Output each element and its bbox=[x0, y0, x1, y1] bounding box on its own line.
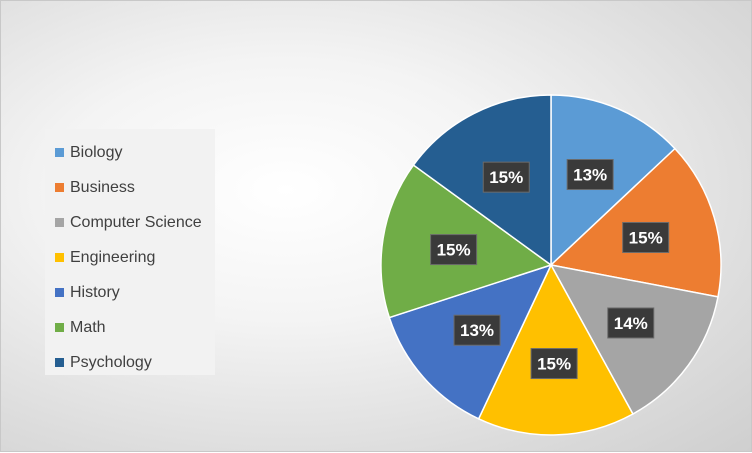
pie-data-label: 15% bbox=[430, 234, 478, 266]
pie-data-label-bg bbox=[453, 314, 501, 346]
legend-label: Business bbox=[70, 178, 135, 196]
legend-swatch bbox=[55, 253, 64, 262]
pie-data-label-text: 13% bbox=[460, 321, 494, 340]
pie-data-label: 15% bbox=[622, 221, 670, 253]
legend-item: Psychology bbox=[45, 345, 215, 380]
pie-data-label-text: 14% bbox=[614, 314, 648, 333]
legend-item: Business bbox=[45, 170, 215, 205]
legend-item: Biology bbox=[45, 135, 215, 170]
pie-data-label: 13% bbox=[566, 159, 614, 191]
legend: Biology Business Computer Science Engineeri… bbox=[45, 129, 215, 375]
legend-swatch bbox=[55, 148, 64, 157]
legend-swatch bbox=[55, 183, 64, 192]
pie-data-label-text: 15% bbox=[537, 355, 571, 374]
pie-data-label-text: 13% bbox=[573, 166, 607, 185]
pie-data-label-bg bbox=[530, 348, 578, 380]
pie-data-label: 13% bbox=[453, 314, 501, 346]
legend-swatch bbox=[55, 323, 64, 332]
legend-label: Engineering bbox=[70, 248, 156, 266]
pie-data-label-text: 15% bbox=[437, 241, 471, 260]
legend-swatch bbox=[55, 358, 64, 367]
pie-data-label-bg bbox=[607, 307, 655, 339]
pie-slice bbox=[412, 94, 552, 267]
pie-data-label-bg bbox=[430, 234, 478, 266]
pie-data-label-text: 15% bbox=[629, 228, 663, 247]
legend-item: Math bbox=[45, 310, 215, 345]
legend-swatch bbox=[55, 288, 64, 297]
legend-label: History bbox=[70, 283, 120, 301]
pie-data-label-bg bbox=[482, 161, 530, 193]
legend-label: Computer Science bbox=[70, 213, 202, 231]
legend-item: Engineering bbox=[45, 240, 215, 275]
pie-data-label-text: 15% bbox=[489, 168, 523, 187]
legend-item: Computer Science bbox=[45, 205, 215, 240]
pie-labels: 13% 15% 14% 15% 13% 15% 15% bbox=[430, 159, 670, 380]
pie-data-label: 14% bbox=[607, 307, 655, 339]
pie-data-label: 15% bbox=[530, 348, 578, 380]
pie-slice bbox=[549, 263, 719, 415]
legend-label: Math bbox=[70, 318, 106, 336]
pie-data-label-bg bbox=[566, 159, 614, 191]
legend-item: History bbox=[45, 275, 215, 310]
legend-swatch bbox=[55, 218, 64, 227]
pie-data-label: 15% bbox=[482, 161, 530, 193]
legend-label: Psychology bbox=[70, 353, 152, 371]
legend-label: Biology bbox=[70, 143, 123, 161]
pie-data-label-bg bbox=[622, 221, 670, 253]
